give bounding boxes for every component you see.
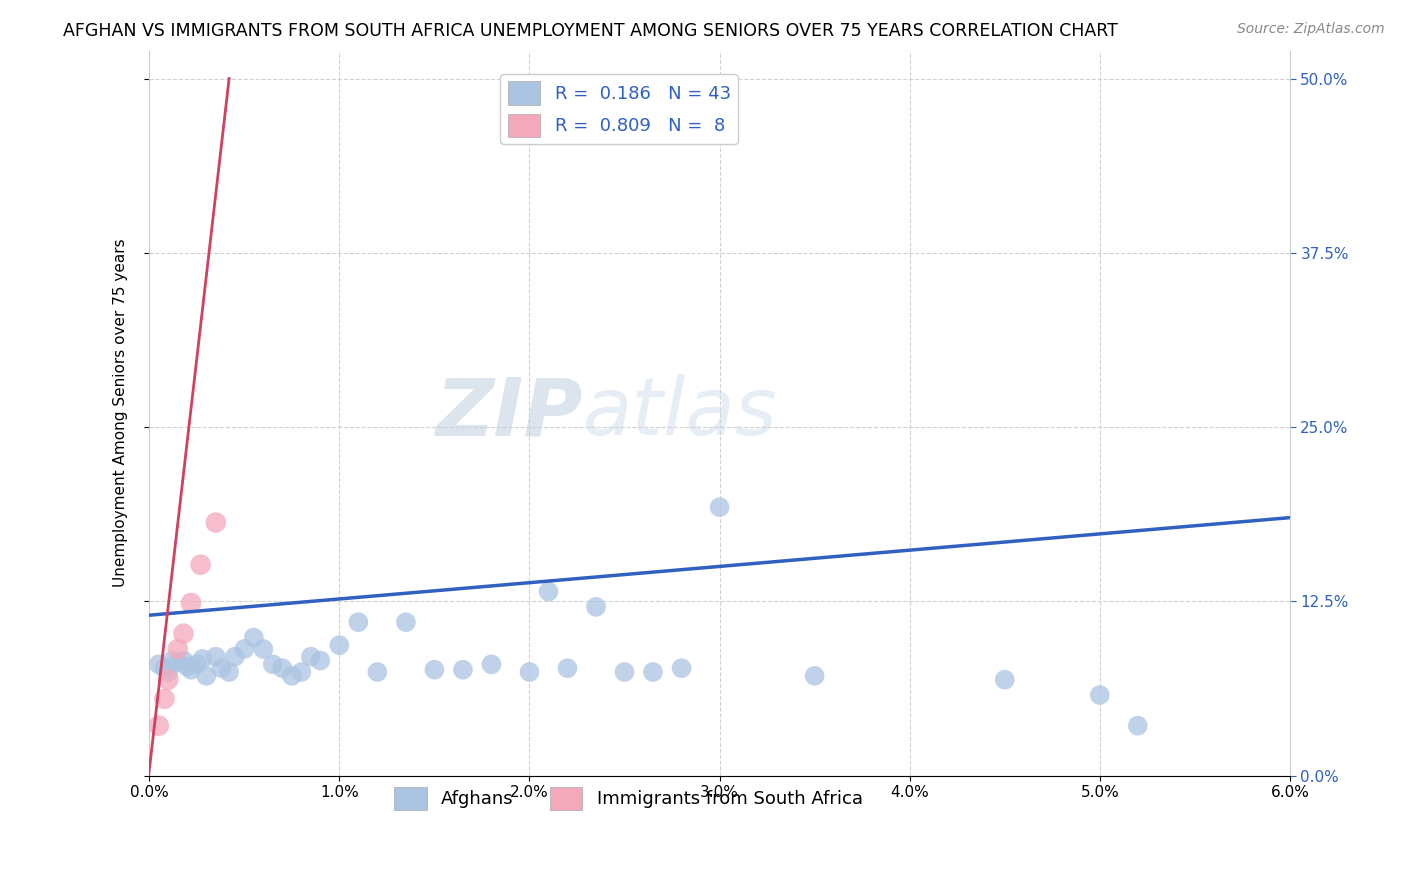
Point bbox=[211, 574, 233, 588]
Point bbox=[153, 574, 176, 588]
Point bbox=[148, 678, 170, 692]
Point bbox=[172, 510, 194, 524]
Point bbox=[252, 539, 274, 553]
Y-axis label: Unemployment Among Seniors over 75 years: Unemployment Among Seniors over 75 years bbox=[114, 239, 128, 588]
Point bbox=[172, 559, 194, 574]
Point bbox=[347, 490, 370, 504]
Point bbox=[190, 385, 212, 400]
Point bbox=[585, 462, 607, 476]
Point bbox=[233, 539, 256, 553]
Point bbox=[153, 629, 176, 643]
Text: ZIP: ZIP bbox=[436, 374, 582, 452]
Point bbox=[157, 594, 180, 608]
Point bbox=[1088, 622, 1111, 636]
Text: AFGHAN VS IMMIGRANTS FROM SOUTH AFRICA UNEMPLOYMENT AMONG SENIORS OVER 75 YEARS : AFGHAN VS IMMIGRANTS FROM SOUTH AFRICA U… bbox=[63, 22, 1118, 40]
Point bbox=[281, 587, 304, 601]
Point bbox=[204, 309, 226, 323]
Point bbox=[709, 280, 731, 294]
Point bbox=[641, 580, 664, 594]
Point bbox=[328, 532, 350, 546]
Text: atlas: atlas bbox=[582, 374, 778, 452]
Point bbox=[243, 517, 266, 532]
Point bbox=[557, 574, 579, 588]
Point bbox=[166, 562, 188, 576]
Point bbox=[180, 576, 202, 591]
Point bbox=[271, 574, 294, 588]
Point bbox=[994, 594, 1017, 608]
Point bbox=[309, 559, 332, 574]
Point bbox=[224, 552, 246, 566]
Legend: Afghans, Immigrants from South Africa: Afghans, Immigrants from South Africa bbox=[387, 780, 870, 817]
Point bbox=[195, 587, 218, 601]
Point bbox=[290, 580, 312, 594]
Point bbox=[519, 580, 541, 594]
Point bbox=[671, 574, 693, 588]
Point bbox=[451, 576, 474, 591]
Point bbox=[191, 557, 214, 571]
Point bbox=[180, 455, 202, 469]
Point bbox=[176, 571, 198, 585]
Point bbox=[186, 566, 208, 581]
Point bbox=[613, 580, 636, 594]
Point bbox=[803, 587, 825, 601]
Point bbox=[148, 566, 170, 581]
Point bbox=[218, 580, 240, 594]
Point bbox=[157, 580, 180, 594]
Point bbox=[423, 576, 446, 591]
Text: Source: ZipAtlas.com: Source: ZipAtlas.com bbox=[1237, 22, 1385, 37]
Point bbox=[537, 434, 560, 448]
Point bbox=[262, 566, 284, 581]
Point bbox=[166, 539, 188, 553]
Point bbox=[204, 552, 226, 566]
Point bbox=[366, 580, 388, 594]
Point bbox=[1126, 678, 1149, 692]
Point bbox=[481, 566, 503, 581]
Point bbox=[160, 559, 183, 574]
Point bbox=[395, 490, 418, 504]
Point bbox=[299, 552, 322, 566]
